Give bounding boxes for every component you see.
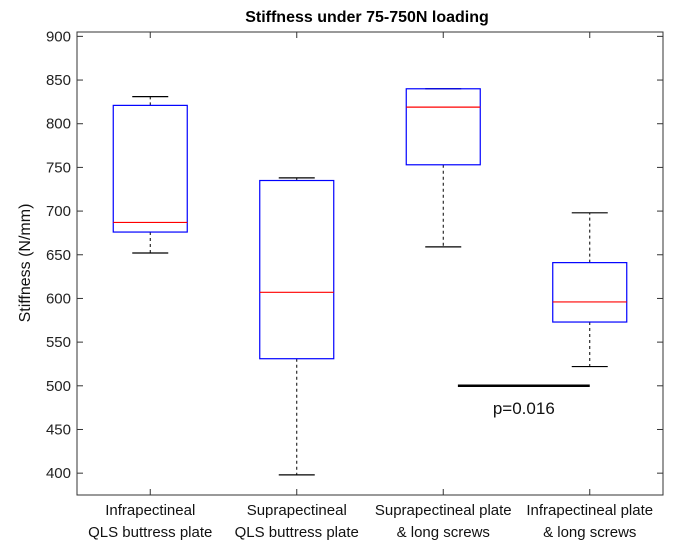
plot-area-frame: [76, 31, 664, 496]
category-label: Suprapectineal: [247, 502, 347, 519]
y-tick-label: 700: [46, 203, 71, 220]
y-tick-label: 550: [46, 334, 71, 351]
category-label: & long screws: [397, 524, 490, 541]
interquartile-box: [405, 88, 481, 166]
y-tick-label: 600: [46, 290, 71, 307]
y-axis-label: Stiffness (N/mm): [17, 204, 34, 323]
y-axis: 400 450 500 550 600 650 700 750 800 850 900: [46, 28, 663, 482]
interquartile-box: [112, 104, 188, 233]
y-tick-label: 800: [46, 116, 71, 133]
p-value-label: p=0.016: [493, 399, 555, 418]
y-tick-label: 900: [46, 28, 71, 45]
category-label: Suprapectineal plate: [375, 502, 512, 519]
y-tick-label: 450: [46, 421, 71, 438]
category-label: Infrapectineal: [105, 502, 195, 519]
box-4: [552, 212, 628, 368]
interquartile-box: [259, 179, 335, 360]
interquartile-box: [552, 262, 628, 323]
y-tick-label: 650: [46, 247, 71, 264]
category-label: & long screws: [543, 524, 636, 541]
box-1: [112, 96, 188, 254]
y-tick-label: 500: [46, 378, 71, 395]
category-label: QLS buttress plate: [235, 524, 359, 541]
annotations: p=0.016: [457, 384, 590, 418]
category-label: QLS buttress plate: [88, 524, 212, 541]
chart-title: Stiffness under 75-750N loading: [245, 9, 489, 26]
y-tick-label: 400: [46, 465, 71, 482]
box-series: [112, 88, 628, 476]
box-3: [405, 88, 481, 248]
box-2: [259, 177, 335, 476]
x-axis: Infrapectineal QLS buttress plate Suprapec…: [88, 32, 653, 541]
category-label: Infrapectineal plate: [526, 502, 653, 519]
y-tick-label: 850: [46, 72, 71, 89]
y-tick-label: 750: [46, 159, 71, 176]
